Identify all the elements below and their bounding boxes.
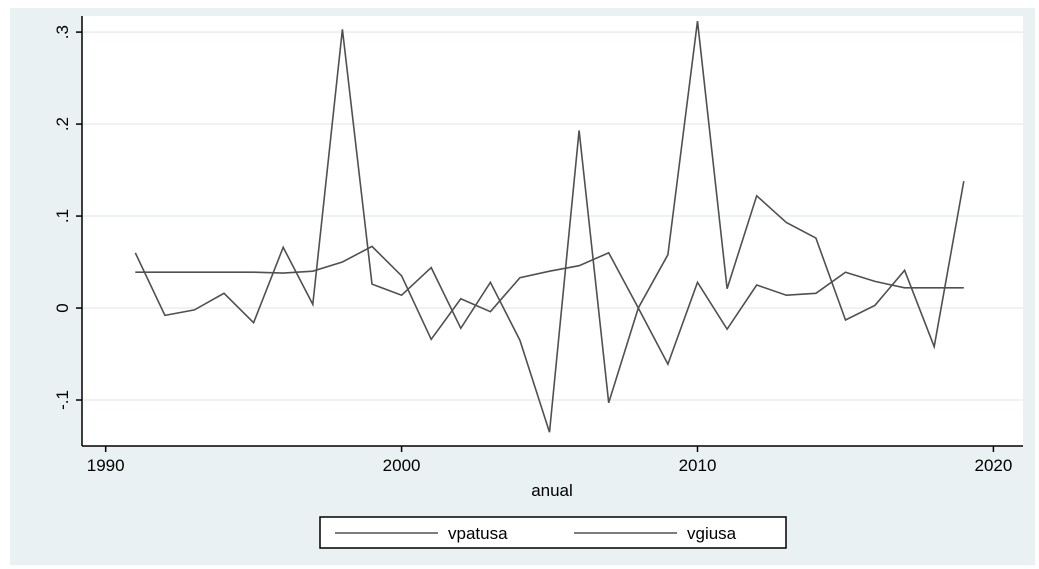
x-axis-ticks: 1990 2000 2010 2020: [87, 446, 1013, 475]
y-tick-label-0: -.1: [53, 390, 72, 410]
y-tick-label-4: .3: [53, 25, 72, 39]
x-tick-label-1: 2000: [383, 456, 421, 475]
x-axis-title: anual: [531, 481, 573, 500]
x-tick-label-3: 2020: [974, 456, 1012, 475]
y-axis-ticks: -.1 0 .1 .2 .3: [53, 25, 82, 410]
plot-area: [82, 16, 1023, 446]
legend-label-vgiusa: vgiusa: [687, 524, 737, 543]
legend: vpatusa vgiusa: [320, 517, 786, 548]
line-chart: -.1 0 .1 .2 .3 1990 2000 2010 2020 anual vpatus…: [10, 8, 1035, 565]
y-tick-label-2: .1: [53, 209, 72, 223]
legend-label-vpatusa: vpatusa: [448, 524, 508, 543]
x-tick-label-0: 1990: [87, 456, 125, 475]
y-tick-label-3: .2: [53, 117, 72, 131]
chart-figure: -.1 0 .1 .2 .3 1990 2000 2010 2020 anual vpatus…: [10, 8, 1035, 565]
y-tick-label-1: 0: [53, 303, 72, 312]
x-tick-label-2: 2010: [679, 456, 717, 475]
